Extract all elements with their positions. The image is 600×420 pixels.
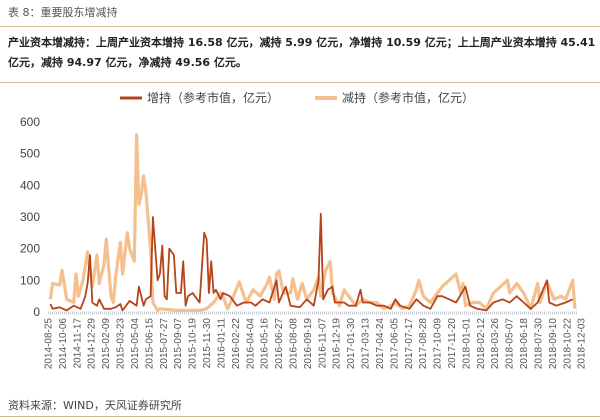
x-tick-label: 2015-06-15	[144, 318, 155, 370]
summary-divider	[0, 82, 600, 83]
x-tick-label: 2018-05-07	[505, 318, 516, 370]
x-tick-label: 2015-03-23	[116, 318, 127, 370]
x-tick-label: 2018-03-26	[490, 318, 501, 370]
decrease-line	[48, 133, 577, 312]
x-tick-label: 2016-05-16	[260, 318, 271, 370]
increase-line	[49, 212, 574, 312]
y-axis: 0 100 200 300 400 500 600	[20, 115, 40, 319]
x-tick-label: 2018-02-12	[476, 318, 487, 370]
x-tick-label: 2014-11-17	[72, 318, 83, 369]
x-tick-label: 2017-01-30	[346, 318, 357, 370]
x-tick-label: 2018-06-18	[519, 318, 530, 370]
x-tick-label: 2016-04-04	[245, 318, 256, 370]
summary-text: 产业资本增减持：上周产业资本增持 16.58 亿元，减持 5.99 亿元，净增持…	[8, 36, 596, 69]
x-tick-label: 2018-12-03	[577, 318, 588, 370]
x-tick-label: 2016-01-11	[216, 318, 227, 369]
x-tick-label: 2015-02-09	[101, 318, 112, 370]
x-tick-label: 2015-11-30	[202, 318, 213, 369]
x-tick-label: 2015-05-04	[130, 318, 141, 370]
x-tick-label: 2016-06-27	[274, 318, 285, 370]
y-tick-label: 600	[20, 115, 40, 129]
x-tick-label: 2017-04-24	[375, 318, 386, 370]
y-tick-label: 0	[33, 305, 40, 319]
x-tick-label: 2016-02-22	[231, 318, 242, 370]
x-tick-label: 2016-09-19	[303, 318, 314, 370]
x-tick-label: 2014-08-25	[44, 318, 55, 370]
x-tick-label: 2017-03-13	[361, 318, 372, 370]
x-tick-label: 2015-09-07	[173, 318, 184, 370]
legend-label-decrease: 减持（参考市值，亿元）	[342, 90, 474, 105]
x-tick-label: 2017-08-28	[418, 318, 429, 370]
y-tick-label: 200	[20, 242, 40, 256]
table-caption: 表 8：重要股东增减持	[8, 6, 118, 19]
x-tick-label: 2017-11-20	[447, 318, 458, 369]
x-tick-label: 2018-09-10	[548, 318, 559, 370]
plot-lines	[48, 133, 577, 312]
x-tick-label: 2014-10-06	[58, 318, 69, 370]
x-tick-label: 2016-11-07	[317, 318, 328, 369]
x-tick-label: 2015-07-27	[159, 318, 170, 370]
x-tick-label: 2016-12-19	[332, 318, 343, 370]
legend: 增持（参考市值，亿元） 减持（参考市值，亿元）	[120, 90, 474, 105]
bottom-divider	[0, 416, 600, 417]
x-tick-label: 2018-10-22	[562, 318, 573, 370]
x-tick-label: 2014-12-29	[87, 318, 98, 370]
top-divider	[0, 26, 600, 27]
x-axis: 2014-08-25 2014-10-06 2014-11-17 2014-12-29…	[44, 311, 588, 370]
y-tick-label: 300	[20, 210, 40, 224]
x-tick-label: 2017-10-09	[433, 318, 444, 370]
x-tick-label: 2018-01-01	[461, 318, 472, 370]
chart: 增持（参考市值，亿元） 减持（参考市值，亿元） 0 100 200 300 400 500…	[20, 90, 588, 370]
y-tick-label: 500	[20, 147, 40, 161]
x-tick-label: 2018-07-30	[533, 318, 544, 370]
y-tick-label: 400	[20, 178, 40, 192]
x-tick-label: 2017-07-17	[404, 318, 415, 370]
source-note: 资料来源：WIND，天风证券研究所	[8, 399, 182, 412]
y-tick-label: 100	[20, 273, 40, 287]
x-tick-label: 2015-10-19	[188, 318, 199, 370]
x-tick-label: 2017-06-05	[389, 318, 400, 370]
legend-label-increase: 增持（参考市值，亿元）	[147, 90, 279, 105]
x-tick-label: 2016-08-08	[288, 318, 299, 370]
